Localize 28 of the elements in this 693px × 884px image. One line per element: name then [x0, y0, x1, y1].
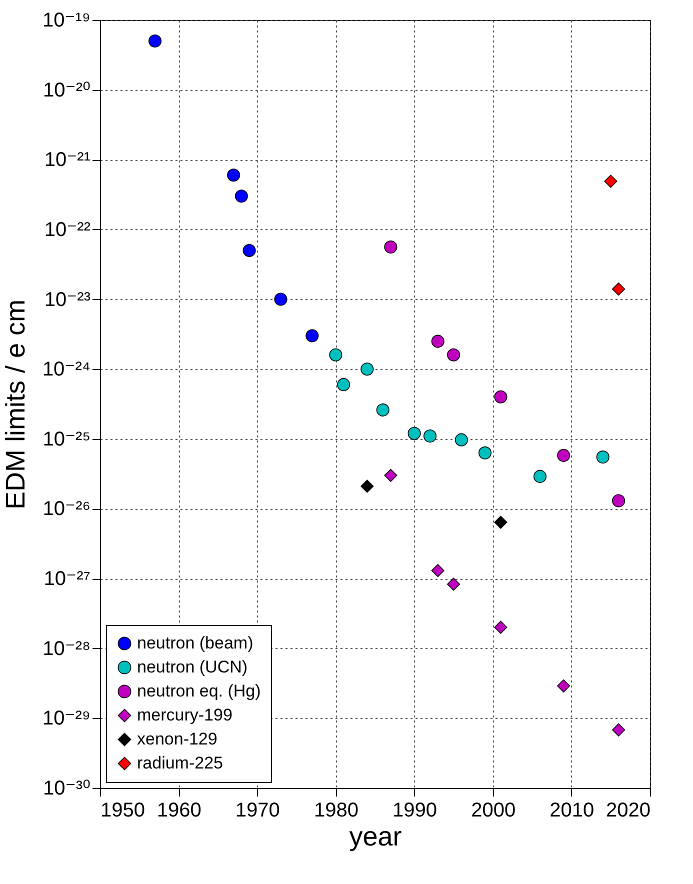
y-tick-label: 10⁻²⁷ [44, 568, 90, 590]
x-tick-label: 1980 [314, 800, 358, 822]
legend-label: neutron (beam) [137, 634, 254, 652]
legend-label: radium-225 [137, 754, 223, 772]
y-tick-label: 10⁻²⁸ [42, 638, 90, 660]
y-tick-label: 10⁻²⁵ [42, 428, 90, 450]
legend-label: neutron (UCN) [137, 658, 248, 676]
x-tick-label: 1950 [100, 800, 145, 822]
y-tick-label: 10⁻²² [44, 218, 91, 241]
legend-label: mercury-199 [137, 706, 232, 724]
legend-label: xenon-129 [137, 730, 218, 748]
y-tick-label: 10⁻²⁹ [42, 708, 90, 730]
y-tick-label: 10⁻¹⁹ [42, 10, 90, 32]
legend-label: neutron eq. (Hg) [137, 682, 261, 700]
y-tick-label: 10⁻²⁴ [42, 358, 90, 381]
x-tick-label: 2000 [471, 800, 516, 822]
y-tick-label: 10⁻²⁰ [43, 79, 90, 102]
y-tick-label: 10⁻²¹ [44, 149, 91, 172]
x-tick-label: 1990 [392, 800, 438, 822]
x-tick-label: 1960 [156, 800, 202, 822]
y-tick-label: 10⁻³⁰ [43, 778, 90, 800]
y-axis-title: EDM limits / e cm [0, 299, 30, 510]
y-tick-label: 10⁻²⁶ [42, 498, 90, 520]
x-tick-label: 2010 [550, 800, 594, 822]
x-tick-label: 2020 [606, 800, 650, 822]
x-axis-title: year [349, 822, 402, 852]
y-tick-label: 10⁻²³ [44, 288, 91, 311]
x-tick-label: 1970 [235, 800, 280, 822]
